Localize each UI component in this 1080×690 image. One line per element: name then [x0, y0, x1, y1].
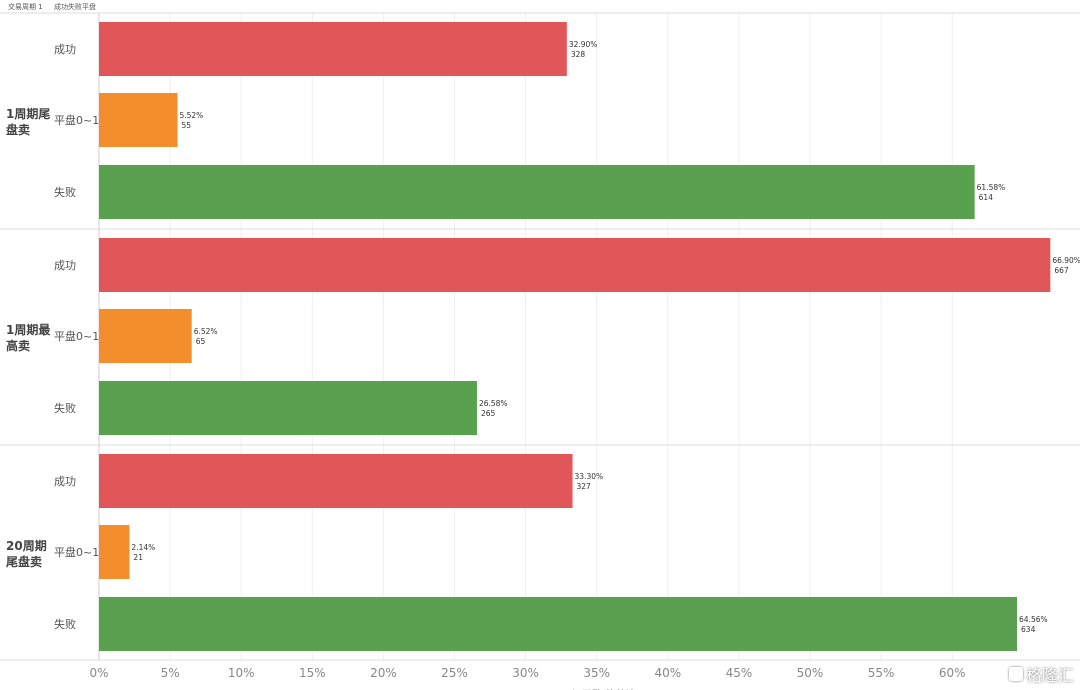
value-count-1-0: 667: [1054, 266, 1069, 275]
value-count-0-0: 328: [571, 50, 586, 59]
category-label-1-2: 失败: [54, 401, 76, 415]
x-tick-label-9: 45%: [726, 666, 753, 680]
bar-0-0: [99, 22, 567, 76]
value-count-1-2: 265: [481, 409, 496, 418]
watermark-icon: [1008, 667, 1023, 681]
x-tick-label-7: 35%: [583, 666, 610, 680]
value-count-1-1: 65: [196, 337, 206, 346]
category-label-0-1: 平盘0~1: [54, 113, 99, 127]
category-label-2-0: 成功: [54, 475, 76, 488]
x-tick-label-4: 20%: [370, 666, 397, 680]
header-field-period[interactable]: 交易周期 1: [8, 3, 43, 11]
bar-0-1: [99, 93, 178, 147]
bar-0-2: [99, 165, 975, 219]
x-tick-label-6: 30%: [512, 666, 539, 680]
header-field-result[interactable]: 成功失败平盘: [54, 3, 96, 11]
value-count-2-0: 327: [577, 482, 592, 491]
x-tick-label-12: 60%: [939, 666, 966, 680]
watermark-logo: 格隆汇: [1008, 662, 1074, 686]
group-label-0: 1周期尾盘卖: [6, 106, 50, 137]
x-tick-label-3: 15%: [299, 666, 326, 680]
x-tick-label-8: 40%: [654, 666, 681, 680]
value-percent-0-0: 32.90%: [569, 40, 598, 49]
value-percent-1-2: 26.58%: [479, 399, 508, 408]
group-label-2: 20周期尾盘卖: [6, 538, 47, 569]
x-tick-label-0: 0%: [89, 666, 108, 680]
x-tick-label-5: 25%: [441, 666, 468, 680]
bar-1-1: [99, 309, 192, 363]
category-label-1-1: 平盘0~1: [54, 329, 99, 343]
x-tick-label-11: 55%: [868, 666, 895, 680]
bar-1-0: [99, 238, 1051, 292]
value-count-2-1: 21: [133, 553, 143, 562]
value-percent-2-1: 2.14%: [131, 543, 155, 552]
category-label-2-1: 平盘0~1: [54, 545, 99, 559]
value-percent-0-2: 61.58%: [977, 183, 1006, 192]
bars: [99, 22, 1051, 651]
category-label-1-0: 成功: [54, 259, 76, 272]
x-axis: 0%5%10%15%20%25%30%35%40%45%50%55%60%记录数…: [89, 666, 965, 690]
value-percent-0-1: 5.52%: [179, 111, 203, 120]
value-percent-2-2: 64.56%: [1019, 615, 1048, 624]
value-percent-1-0: 66.90%: [1052, 256, 1080, 265]
value-count-0-1: 55: [181, 121, 191, 130]
value-percent-1-1: 6.52%: [194, 327, 218, 336]
category-label-2-2: 失败: [54, 617, 76, 631]
category-label-0-2: 失败: [54, 185, 76, 199]
value-percent-2-0: 33.30%: [575, 472, 604, 481]
bar-2-1: [99, 525, 130, 579]
value-count-2-2: 634: [1021, 625, 1036, 634]
value-count-0-2: 614: [979, 193, 994, 202]
bar-1-2: [99, 381, 477, 435]
x-tick-label-10: 50%: [797, 666, 824, 680]
bar-2-0: [99, 454, 573, 508]
gridlines: [169, 13, 953, 660]
category-label-0-0: 成功: [54, 43, 76, 56]
bar-2-2: [99, 597, 1018, 651]
watermark-text: 格隆汇: [1025, 666, 1074, 685]
x-tick-label-1: 5%: [161, 666, 180, 680]
group-label-1: 1周期最高卖: [6, 322, 51, 353]
chart-header: 交易周期 1 成功失败平盘: [0, 0, 1080, 13]
x-tick-label-2: 10%: [228, 666, 255, 680]
